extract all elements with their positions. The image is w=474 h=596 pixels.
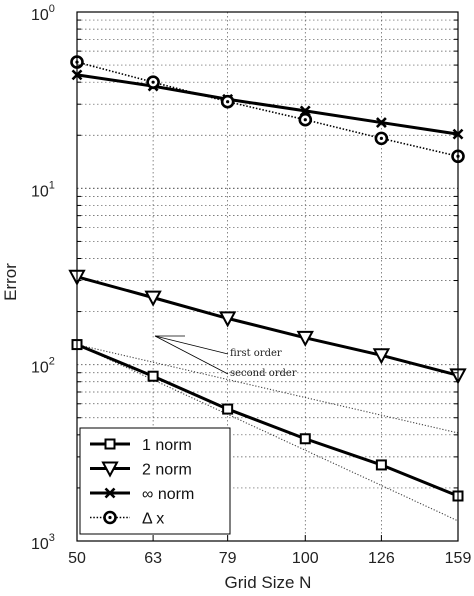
circle-marker-center — [108, 515, 112, 520]
y-tick-label: 100 — [31, 3, 55, 24]
triangle-marker — [101, 461, 119, 478]
series-x — [71, 69, 464, 140]
y-axis-title: Error — [1, 263, 20, 301]
square-marker — [299, 433, 311, 445]
legend-label: 1 norm — [142, 437, 192, 454]
legend: 1 norm 2 norm ∞ norm Δ x — [79, 427, 231, 535]
reference-lines — [76, 344, 459, 522]
series-line — [76, 61, 459, 158]
y-tick-label: 102 — [31, 356, 55, 377]
series-triangle-down — [68, 269, 467, 385]
y-tick-exponent: 3 — [49, 532, 55, 544]
series-circle — [70, 55, 465, 164]
square-marker — [222, 403, 234, 415]
square-marker — [147, 370, 159, 382]
triangle-marker — [218, 311, 237, 328]
square-marker — [104, 438, 116, 450]
series-line — [76, 275, 459, 377]
grid-lines — [77, 12, 458, 541]
legend-label: 2 norm — [142, 462, 192, 479]
x-tick-label: 63 — [144, 550, 162, 567]
annotation-label: first order — [230, 348, 282, 359]
reference-annotations: first order second order — [154, 335, 297, 379]
x-tick-label: 50 — [68, 550, 86, 567]
circle-marker-center — [379, 136, 383, 140]
series-line — [76, 73, 459, 136]
reference-line — [76, 344, 459, 434]
series-line — [76, 343, 459, 498]
x-axis-ticks: 50 63 79 100 126 159 — [68, 535, 471, 567]
circle-marker-center — [303, 118, 307, 122]
y-tick-base: 10 — [31, 183, 49, 200]
square-marker — [375, 459, 387, 471]
reference-line — [76, 344, 459, 522]
annotation-label: second order — [230, 368, 297, 379]
annotation-leader — [154, 335, 229, 375]
x-marker — [375, 117, 387, 128]
y-tick-base: 10 — [31, 536, 49, 553]
y-tick-base: 10 — [31, 360, 49, 377]
legend-label: ∞ norm — [142, 486, 194, 503]
y-tick-exponent: 0 — [49, 3, 55, 15]
annotation-leader — [154, 335, 229, 355]
x-axis-title: Grid Size N — [225, 573, 312, 592]
data-series — [68, 55, 467, 502]
y-tick-label: 101 — [31, 179, 55, 200]
x-tick-label: 100 — [292, 550, 319, 567]
y-tick-label: 103 — [31, 532, 55, 553]
x-tick-label: 126 — [368, 550, 395, 567]
x-tick-label: 159 — [445, 550, 472, 567]
circle-marker-center — [226, 100, 230, 104]
triangle-marker — [144, 290, 162, 307]
x-tick-label: 79 — [219, 550, 237, 567]
legend-label: Δ x — [142, 511, 164, 528]
y-tick-exponent: 2 — [49, 356, 55, 368]
triangle-marker — [296, 330, 314, 347]
y-tick-base: 10 — [31, 7, 49, 24]
y-tick-exponent: 1 — [49, 179, 55, 191]
circle-marker-center — [151, 80, 155, 84]
x-marker — [104, 487, 116, 499]
triangle-marker — [372, 348, 391, 365]
axes-box — [76, 11, 459, 542]
